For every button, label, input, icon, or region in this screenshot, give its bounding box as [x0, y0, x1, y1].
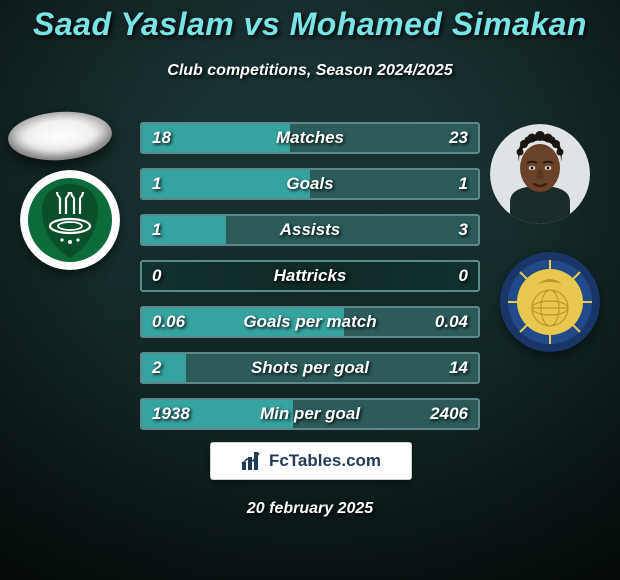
comparison-bars: 1823Matches 11Goals 13Assists 00Hattricks 0.…: [140, 122, 480, 444]
stat-label: Min per goal: [142, 400, 478, 428]
stat-label: Matches: [142, 124, 478, 152]
player2-photo: [490, 124, 590, 224]
stat-label: Hattricks: [142, 262, 478, 290]
club2-crest-svg: [500, 252, 600, 352]
stat-label: Shots per goal: [142, 354, 478, 382]
club2-crest: [500, 252, 600, 352]
page-subtitle: Club competitions, Season 2024/2025: [0, 62, 620, 80]
player1-photo: [6, 108, 113, 163]
stat-row: 214Shots per goal: [140, 352, 480, 384]
date-text: 20 february 2025: [0, 500, 620, 518]
comparison-canvas: Saad Yaslam vs Mohamed Simakan Club comp…: [0, 0, 620, 580]
stat-row: 1823Matches: [140, 122, 480, 154]
player2-photo-svg: [490, 124, 590, 224]
stat-label: Assists: [142, 216, 478, 244]
club1-crest-svg: [20, 170, 120, 270]
stat-row: 00Hattricks: [140, 260, 480, 292]
footer-badge: FcTables.com: [210, 442, 412, 480]
page-title: Saad Yaslam vs Mohamed Simakan: [0, 6, 620, 43]
stat-row: 0.060.04Goals per match: [140, 306, 480, 338]
stat-label: Goals per match: [142, 308, 478, 336]
stat-label: Goals: [142, 170, 478, 198]
footer-badge-text: FcTables.com: [269, 451, 381, 471]
club1-crest: [20, 170, 120, 270]
stat-row: 11Goals: [140, 168, 480, 200]
bar-chart-icon: [241, 451, 263, 471]
stat-row: 13Assists: [140, 214, 480, 246]
stat-row: 19382406Min per goal: [140, 398, 480, 430]
